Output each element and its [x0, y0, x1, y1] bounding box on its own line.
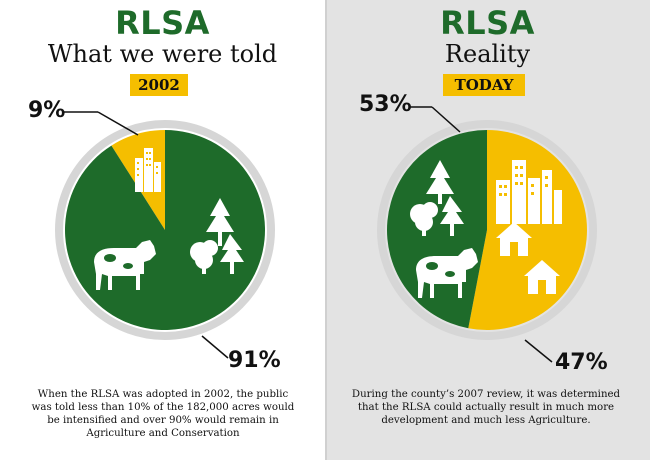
- buildings-icon: [496, 160, 562, 224]
- trees-icon: [190, 198, 244, 274]
- pie-ring-right: [377, 120, 597, 340]
- caption-right: During the county’s 2007 review, it was …: [351, 389, 621, 426]
- leader-line-right-small: [524, 339, 553, 363]
- leader-line-left-small-diag: [97, 111, 139, 136]
- slice-label-left-small: 9%: [28, 98, 66, 123]
- chart-subtitle-left: What we were told: [47, 40, 278, 68]
- cow-icon: [94, 240, 156, 290]
- slice-label-right-large: 53%: [359, 92, 412, 117]
- slice-label-right-small: 47%: [555, 350, 608, 375]
- buildings-icon: [135, 148, 161, 192]
- pie-slice-left-large: [65, 130, 266, 331]
- leader-line-right-large-diag: [431, 106, 461, 133]
- pie-chart-left: [55, 111, 275, 359]
- pie-slice-right-large: [468, 130, 588, 330]
- house-icon: [496, 222, 532, 256]
- chart-subtitle-right: Reality: [444, 40, 531, 68]
- caption-left: When the RLSA was adopted in 2002, the p…: [31, 389, 295, 439]
- year-badge-right: TODAY: [443, 74, 525, 96]
- house-icon: [524, 260, 560, 294]
- cow-icon: [416, 248, 478, 298]
- pie-chart-right: [377, 106, 597, 363]
- pie-ring-left: [55, 120, 275, 340]
- year-badge-left: 2002: [130, 74, 188, 96]
- trees-icon: [410, 160, 464, 236]
- leader-line-left-large: [201, 335, 229, 359]
- slice-label-left-large: 91%: [228, 348, 281, 373]
- chart-title-left: RLSA: [115, 4, 210, 42]
- panel-divider: [325, 0, 327, 460]
- chart-title-right: RLSA: [440, 4, 535, 42]
